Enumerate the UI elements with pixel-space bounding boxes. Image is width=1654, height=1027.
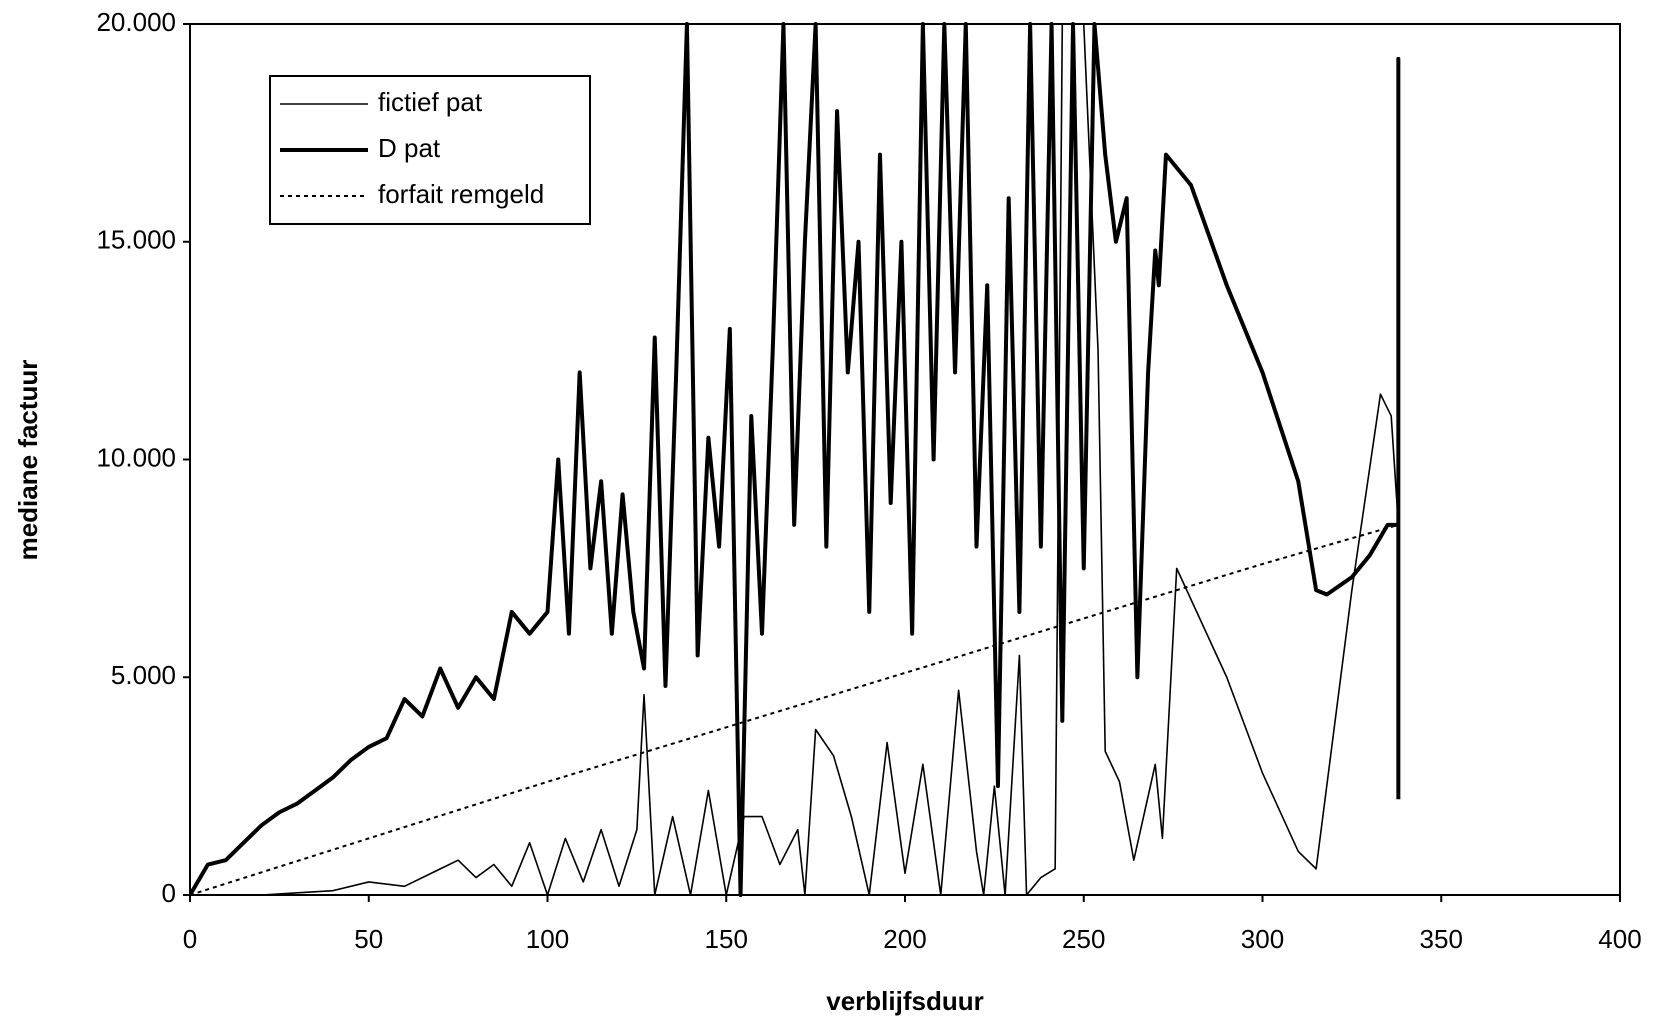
- y-tick-label: 0: [162, 878, 176, 908]
- x-tick-label: 400: [1598, 924, 1641, 954]
- y-axis-title: mediane factuur: [13, 360, 43, 561]
- x-axis-title: verblijfsduur: [826, 986, 983, 1016]
- x-tick-label: 50: [354, 924, 383, 954]
- x-tick-label: 300: [1241, 924, 1284, 954]
- x-tick-label: 200: [883, 924, 926, 954]
- x-tick-label: 0: [183, 924, 197, 954]
- y-tick-label: 20.000: [96, 7, 176, 37]
- series-line: [190, 23, 1400, 896]
- series-line: [190, 22, 1401, 897]
- lines: [190, 22, 1401, 897]
- x-tick-label: 150: [705, 924, 748, 954]
- legend-label: fictief pat: [378, 87, 483, 117]
- legend-label: forfait remgeld: [378, 179, 544, 209]
- x-tick-label: 250: [1062, 924, 1105, 954]
- legend-label: D pat: [378, 133, 441, 163]
- legend: fictief pat D pat forfait remgeld: [269, 75, 591, 225]
- y-tick-label: 15.000: [96, 225, 176, 255]
- series-line: [190, 523, 1399, 896]
- x-tick-label: 350: [1420, 924, 1463, 954]
- x-tick-label: 100: [526, 924, 569, 954]
- y-tick-label: 5.000: [111, 660, 176, 690]
- y-tick-label: 10.000: [96, 442, 176, 472]
